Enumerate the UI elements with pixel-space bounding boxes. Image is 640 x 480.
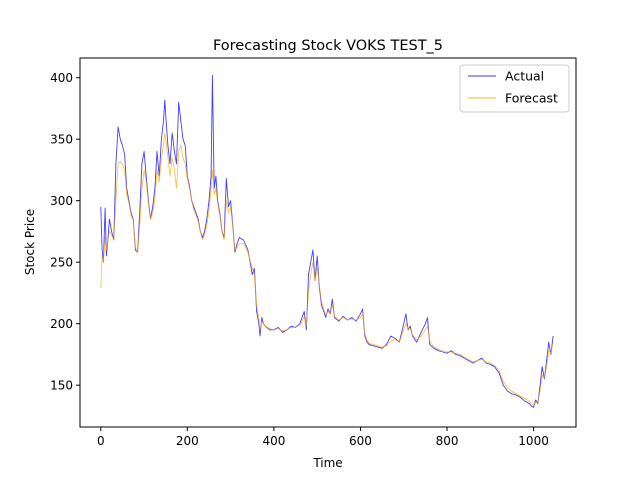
x-tick-label: 0 (97, 434, 105, 448)
y-tick-label: 200 (50, 317, 73, 331)
y-tick-label: 150 (50, 379, 73, 393)
x-tick-label: 1000 (518, 434, 549, 448)
y-tick-label: 350 (50, 133, 73, 147)
series-line-actual (100, 74, 554, 408)
x-axis: 0 200 400 600 800 1000 (97, 427, 549, 448)
y-tick-label: 400 (50, 71, 73, 85)
series-line-forecast (100, 132, 554, 406)
chart-title: Forecasting Stock VOKS TEST_5 (213, 38, 443, 54)
y-tick-label: 300 (50, 194, 73, 208)
plot-frame (79, 57, 577, 428)
x-axis-label: Time (312, 456, 342, 470)
y-axis: 150 200 250 300 350 400 (50, 71, 80, 393)
legend: Actual Forecast (459, 64, 570, 113)
x-tick-label: 600 (349, 434, 372, 448)
y-axis-label: Stock Price (23, 209, 37, 275)
legend-box (459, 64, 570, 113)
series-layer (100, 74, 554, 408)
x-tick-label: 400 (262, 434, 285, 448)
x-tick-label: 800 (436, 434, 459, 448)
legend-label-actual: Actual (505, 69, 544, 84)
y-tick-label: 250 (50, 256, 73, 270)
legend-label-forecast: Forecast (505, 91, 558, 106)
x-tick-label: 200 (176, 434, 199, 448)
